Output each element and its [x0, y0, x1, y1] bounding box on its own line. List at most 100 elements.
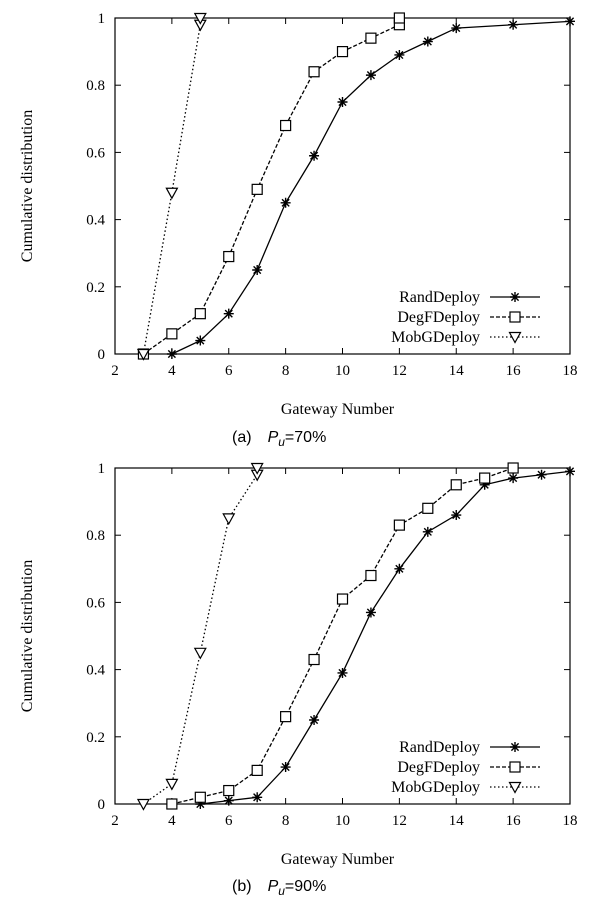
data-point	[166, 798, 178, 810]
x-tick-label: 14	[449, 813, 465, 829]
data-point	[195, 335, 206, 346]
data-point	[195, 799, 206, 809]
data-point	[336, 593, 349, 605]
x-tick-label: 8	[282, 363, 290, 379]
data-point	[393, 12, 405, 24]
data-point	[223, 795, 234, 806]
data-point	[565, 16, 575, 27]
series-line	[142, 18, 201, 355]
legend-marker	[508, 781, 522, 794]
caption-value: =70%	[285, 429, 326, 446]
y-axis-label: Cumulative distribution	[19, 110, 36, 262]
x-tick-label: 2	[111, 363, 119, 379]
data-point	[365, 569, 377, 582]
data-point	[337, 667, 348, 678]
data-point	[223, 250, 235, 263]
data-point	[165, 187, 179, 200]
x-tick-label: 8	[282, 813, 290, 829]
data-point	[193, 12, 207, 25]
y-tick-label: 0.4	[86, 663, 105, 679]
data-point	[507, 462, 519, 474]
data-point	[394, 49, 405, 60]
y-axis-label: Cumulative distribution	[19, 560, 36, 712]
x-tick-label: 2	[111, 813, 119, 829]
data-point	[508, 473, 519, 484]
data-point	[394, 563, 405, 574]
x-tick-label: 4	[168, 363, 176, 379]
data-point	[565, 466, 575, 477]
legend: RandDeploy DegFDeploy MobGDeploy	[391, 289, 540, 346]
legend-label: MobGDeploy	[391, 779, 480, 796]
legend-marker	[508, 331, 522, 344]
data-point	[280, 197, 291, 208]
data-point	[194, 791, 206, 803]
legend-marker	[509, 761, 521, 773]
panel-caption: (a) Pu=70%	[232, 429, 326, 449]
data-point	[165, 778, 179, 791]
caption-value: =90%	[285, 878, 326, 895]
legend-marker	[509, 311, 521, 323]
caption-letter: (b)	[232, 878, 252, 895]
data-point	[223, 784, 235, 797]
x-axis-label: Gateway Number	[281, 851, 395, 868]
x-tick-label: 18	[563, 363, 578, 379]
data-point	[365, 70, 376, 81]
y-tick-label: 1	[98, 461, 106, 477]
legend-marker	[510, 292, 520, 302]
y-tick-label: 0.6	[86, 145, 105, 161]
legend-label: MobGDeploy	[391, 329, 480, 346]
x-tick-label: 6	[225, 813, 233, 829]
data-point	[251, 183, 263, 195]
data-point	[222, 513, 236, 526]
legend-label: RandDeploy	[399, 289, 480, 306]
y-tick-label: 0.2	[86, 730, 105, 746]
caption-letter: (a)	[232, 429, 252, 446]
panel-caption: (b) Pu=90%	[232, 878, 326, 898]
chart-panel-b: 2 4 6 8 10 12 14 16 18 0 0.2 0.4 0.6 0.8 1 Gateway Numb…	[19, 461, 578, 898]
data-point	[308, 653, 320, 666]
x-tick-label: 6	[225, 363, 233, 379]
x-tick-label: 10	[335, 363, 350, 379]
x-tick-label: 16	[506, 363, 522, 379]
data-point	[136, 348, 150, 361]
data-point	[280, 762, 291, 773]
x-tick-label: 12	[392, 363, 407, 379]
data-point	[422, 36, 433, 47]
y-tick-label: 0	[98, 347, 106, 363]
data-point	[136, 798, 150, 811]
data-point	[166, 328, 178, 340]
data-point	[252, 265, 263, 275]
y-tick-label: 0.8	[86, 528, 105, 544]
data-point	[479, 472, 491, 484]
data-point	[166, 349, 177, 359]
series-MobGDeploy	[136, 12, 207, 361]
data-point	[336, 45, 349, 58]
series-RandDeploy	[195, 466, 575, 809]
series-DegFDeploy	[137, 12, 405, 360]
y-tick-label: 0.6	[86, 595, 105, 611]
data-point	[252, 792, 263, 803]
series-DegFDeploy	[166, 462, 519, 810]
data-point	[223, 308, 234, 319]
data-point	[422, 526, 433, 537]
y-tick-label: 0.2	[86, 280, 105, 296]
x-tick-label: 12	[392, 813, 407, 829]
y-tick-label: 0	[98, 797, 106, 813]
series-line	[143, 468, 258, 805]
data-point	[337, 97, 348, 107]
data-point	[309, 150, 320, 161]
x-tick-label: 18	[563, 813, 578, 829]
data-point	[422, 502, 434, 514]
series-MobGDeploy	[136, 462, 264, 811]
x-axis-label: Gateway Number	[281, 401, 395, 418]
chart-panel-a: 2 4 6 8 10 12 14 16 18 0 0.2 0.4 0.6 0.8 1 Gateway Numb…	[19, 11, 578, 449]
caption-subscript: u	[278, 435, 285, 449]
data-point	[280, 711, 292, 723]
data-point	[250, 462, 264, 475]
legend-label: DegFDeploy	[397, 759, 480, 776]
data-point	[309, 715, 320, 725]
data-point	[251, 764, 263, 777]
data-point	[280, 119, 292, 132]
caption-variable: P	[268, 429, 279, 446]
